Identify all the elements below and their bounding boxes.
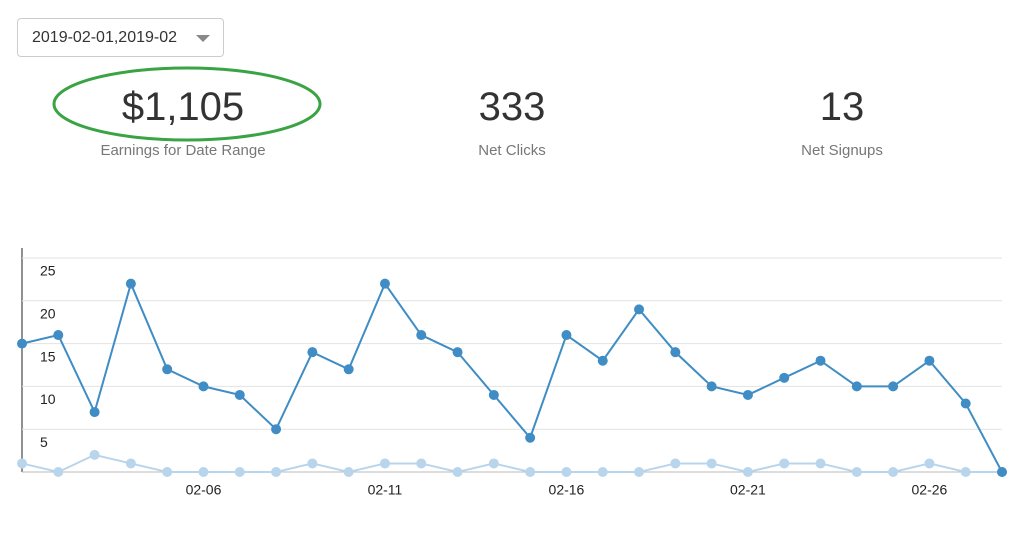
- y-tick-label: 10: [40, 391, 56, 407]
- data-point: [851, 467, 862, 477]
- data-point: [488, 458, 499, 469]
- data-point: [198, 381, 209, 392]
- data-point: [452, 347, 463, 358]
- data-point: [997, 467, 1007, 477]
- data-point: [525, 467, 536, 477]
- stat-clicks: 333 Net Clicks: [362, 84, 662, 159]
- data-point: [17, 458, 27, 469]
- stat-signups: 13 Net Signups: [692, 84, 992, 159]
- data-point: [960, 398, 971, 409]
- date-range-dropdown[interactable]: 2019-02-01,2019-02: [17, 18, 224, 57]
- data-point: [125, 278, 136, 289]
- data-point: [307, 458, 318, 469]
- data-point: [234, 467, 245, 477]
- y-tick-label: 25: [40, 263, 56, 279]
- data-point: [742, 389, 753, 400]
- x-tick-label: 02-21: [730, 482, 766, 498]
- stat-value: 333: [478, 85, 546, 129]
- data-point: [888, 381, 899, 392]
- date-range-text: 2019-02-01,2019-02: [32, 29, 178, 46]
- data-point: [416, 330, 427, 341]
- x-tick-label: 02-06: [186, 482, 222, 498]
- data-point: [597, 467, 608, 477]
- data-point: [888, 467, 899, 477]
- data-point: [53, 467, 64, 477]
- data-point: [17, 338, 27, 349]
- stat-value: 13: [819, 85, 865, 129]
- data-point: [815, 355, 826, 366]
- data-point: [488, 389, 499, 400]
- highlight-ellipse: [52, 66, 322, 142]
- data-point: [924, 355, 935, 366]
- data-point: [307, 347, 318, 358]
- data-point: [125, 458, 136, 469]
- stat-value: $1,105: [121, 85, 245, 129]
- data-point: [89, 407, 100, 418]
- data-point: [379, 458, 390, 469]
- data-point: [343, 467, 354, 477]
- dropdown-caret: [196, 35, 210, 42]
- data-point: [561, 467, 572, 477]
- data-point: [706, 458, 717, 469]
- data-point: [162, 467, 173, 477]
- data-point: [815, 458, 826, 469]
- data-point: [271, 467, 282, 477]
- data-point: [162, 364, 173, 375]
- data-point: [452, 467, 463, 477]
- data-point: [670, 347, 681, 358]
- data-point: [924, 458, 935, 469]
- data-point: [960, 467, 971, 477]
- data-point: [561, 330, 572, 341]
- x-tick-label: 02-16: [549, 482, 585, 498]
- stat-label: Net Signups: [801, 142, 883, 159]
- data-point: [379, 278, 390, 289]
- data-point: [742, 467, 753, 477]
- data-point: [89, 449, 100, 460]
- data-point: [851, 381, 862, 392]
- data-point: [234, 389, 245, 400]
- series-line: [21, 453, 1002, 474]
- data-point: [706, 381, 717, 392]
- stat-label: Net Clicks: [478, 142, 546, 159]
- y-tick-label: 15: [40, 348, 56, 364]
- data-point: [525, 432, 536, 443]
- y-tick-label: 20: [40, 306, 56, 322]
- data-point: [597, 355, 608, 366]
- data-point: [198, 467, 209, 477]
- x-tick-label: 02-11: [368, 482, 403, 498]
- stat-label: Earnings for Date Range: [100, 142, 266, 159]
- y-tick-label: 5: [40, 434, 48, 450]
- data-point: [634, 304, 645, 315]
- stat-earnings: $1,105 Earnings for Date Range: [33, 84, 333, 159]
- series-line: [21, 280, 1003, 473]
- data-point: [416, 458, 427, 469]
- data-point: [53, 330, 64, 341]
- data-point: [779, 372, 790, 383]
- data-point: [779, 458, 790, 469]
- data-point: [271, 424, 282, 435]
- data-point: [634, 467, 645, 477]
- data-point: [670, 458, 681, 469]
- data-point: [343, 364, 354, 375]
- x-tick-label: 02-26: [912, 482, 948, 498]
